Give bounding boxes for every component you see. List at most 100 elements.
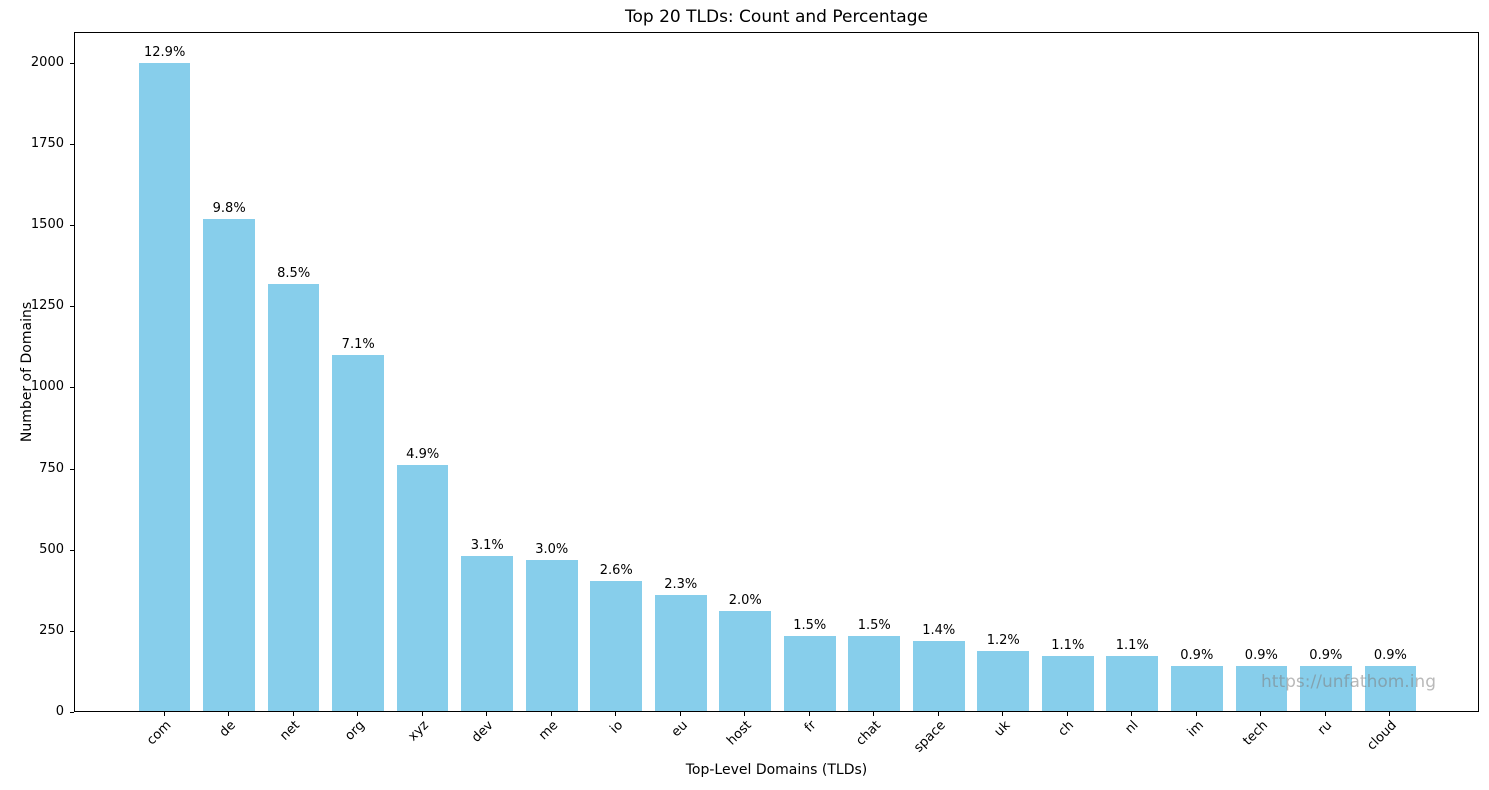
y-tick-label-500: 500 <box>39 541 64 557</box>
y-tick-250 <box>70 630 74 632</box>
x-tick-label-eu: eu <box>668 718 691 741</box>
bar-com <box>138 63 191 711</box>
bar-value-label-dev: 3.1% <box>470 537 504 553</box>
bar-value-label-space: 1.4% <box>922 622 956 638</box>
x-tick-label-host: host <box>724 718 755 749</box>
x-tick-label-org: org <box>342 718 368 744</box>
bar-xyz <box>396 464 449 711</box>
x-tick-im <box>1195 712 1197 716</box>
x-tick-com <box>163 712 165 716</box>
y-tick-1000 <box>70 387 74 389</box>
bar-io <box>590 580 643 711</box>
y-tick-label-750: 750 <box>39 460 64 476</box>
x-tick-label-chat: chat <box>853 718 884 749</box>
bar-value-label-im: 0.9% <box>1180 647 1214 663</box>
x-tick-label-cloud: cloud <box>1364 718 1400 754</box>
x-tick-space <box>937 712 939 716</box>
y-tick-label-2000: 2000 <box>30 54 64 70</box>
x-tick-label-ch: ch <box>1055 718 1078 740</box>
x-tick-ru <box>1324 712 1326 716</box>
y-tick-750 <box>70 468 74 470</box>
x-tick-label-com: com <box>144 718 175 749</box>
bar-value-label-xyz: 4.9% <box>406 446 440 462</box>
bar-value-label-nl: 1.1% <box>1115 637 1149 653</box>
x-tick-me <box>550 712 552 716</box>
bar-value-label-org: 7.1% <box>341 336 375 352</box>
x-tick-label-tech: tech <box>1240 718 1271 749</box>
bar-fr <box>783 635 836 711</box>
bar-org <box>332 354 384 711</box>
bar-value-label-uk: 1.2% <box>986 632 1020 648</box>
bar-value-label-ch: 1.1% <box>1051 637 1085 653</box>
x-tick-label-me: me <box>536 718 562 744</box>
x-tick-dev <box>486 712 488 716</box>
bar-dev <box>461 555 513 711</box>
bar-value-label-tech: 0.9% <box>1244 647 1278 663</box>
chart-title: Top 20 TLDs: Count and Percentage <box>625 7 928 27</box>
x-tick-label-dev: dev <box>469 718 497 746</box>
x-tick-nl <box>1131 712 1133 716</box>
x-tick-net <box>292 712 294 716</box>
x-tick-label-fr: fr <box>801 718 820 736</box>
bar-me <box>525 560 578 711</box>
bar-net <box>267 284 320 711</box>
x-tick-xyz <box>421 712 423 716</box>
x-tick-eu <box>679 712 681 716</box>
x-tick-label-space: space <box>910 718 949 756</box>
y-tick-label-1500: 1500 <box>30 217 64 233</box>
bar-im <box>1171 665 1223 711</box>
bar-cloud <box>1364 665 1417 711</box>
y-tick-1500 <box>70 225 74 227</box>
x-tick-tech <box>1260 712 1262 716</box>
y-tick-1250 <box>70 306 74 308</box>
x-tick-chat <box>873 712 875 716</box>
x-tick-label-nl: nl <box>1122 718 1142 737</box>
x-tick-label-net: net <box>277 718 304 744</box>
x-tick-ch <box>1066 712 1068 716</box>
y-tick-1750 <box>70 143 74 145</box>
x-axis-label: Top-Level Domains (TLDs) <box>685 762 868 778</box>
x-tick-label-im: im <box>1184 718 1207 741</box>
bar-value-label-net: 8.5% <box>277 266 311 282</box>
x-tick-io <box>615 712 617 716</box>
y-tick-label-250: 250 <box>39 622 64 638</box>
bar-value-label-chat: 1.5% <box>857 617 891 633</box>
y-tick-label-1250: 1250 <box>30 298 64 314</box>
bar-value-label-com: 12.9% <box>144 45 186 61</box>
x-tick-de <box>228 712 230 716</box>
bar-tech <box>1235 665 1288 711</box>
bar-ch <box>1041 655 1094 711</box>
x-tick-org <box>357 712 359 716</box>
bar-eu <box>654 595 707 711</box>
x-tick-label-uk: uk <box>991 718 1013 740</box>
bar-nl <box>1106 655 1159 711</box>
x-tick-fr <box>808 712 810 716</box>
bar-ru <box>1300 665 1352 711</box>
y-tick-500 <box>70 549 74 551</box>
watermark: https://unfathom.ing <box>1261 672 1436 692</box>
bar-space <box>912 640 965 711</box>
y-tick-0 <box>70 712 74 713</box>
bar-value-label-de: 9.8% <box>212 200 246 216</box>
bar-chat <box>848 635 901 711</box>
x-tick-label-io: io <box>607 718 626 737</box>
x-tick-label-xyz: xyz <box>405 718 433 745</box>
x-tick-label-de: de <box>216 718 239 741</box>
bar-host <box>719 610 772 711</box>
bar-value-label-fr: 1.5% <box>793 617 827 633</box>
y-tick-label-0: 0 <box>55 704 64 719</box>
bar-uk <box>977 650 1030 711</box>
y-tick-label-1750: 1750 <box>30 135 64 151</box>
bar-value-label-io: 2.6% <box>599 562 633 578</box>
x-tick-cloud <box>1389 712 1391 716</box>
bar-value-label-cloud: 0.9% <box>1373 647 1407 663</box>
plot-area: https://unfathom.ing 12.9% 9.8% 8.5% 7.1% 4.… <box>74 32 1479 712</box>
y-axis-label: Number of Domains <box>19 301 35 443</box>
x-tick-label-ru: ru <box>1315 718 1336 739</box>
bar-value-label-host: 2.0% <box>728 592 762 608</box>
y-tick-label-1000: 1000 <box>30 379 64 395</box>
bar-value-label-me: 3.0% <box>535 542 569 558</box>
x-tick-host <box>744 712 746 716</box>
bar-value-label-eu: 2.3% <box>664 577 698 593</box>
